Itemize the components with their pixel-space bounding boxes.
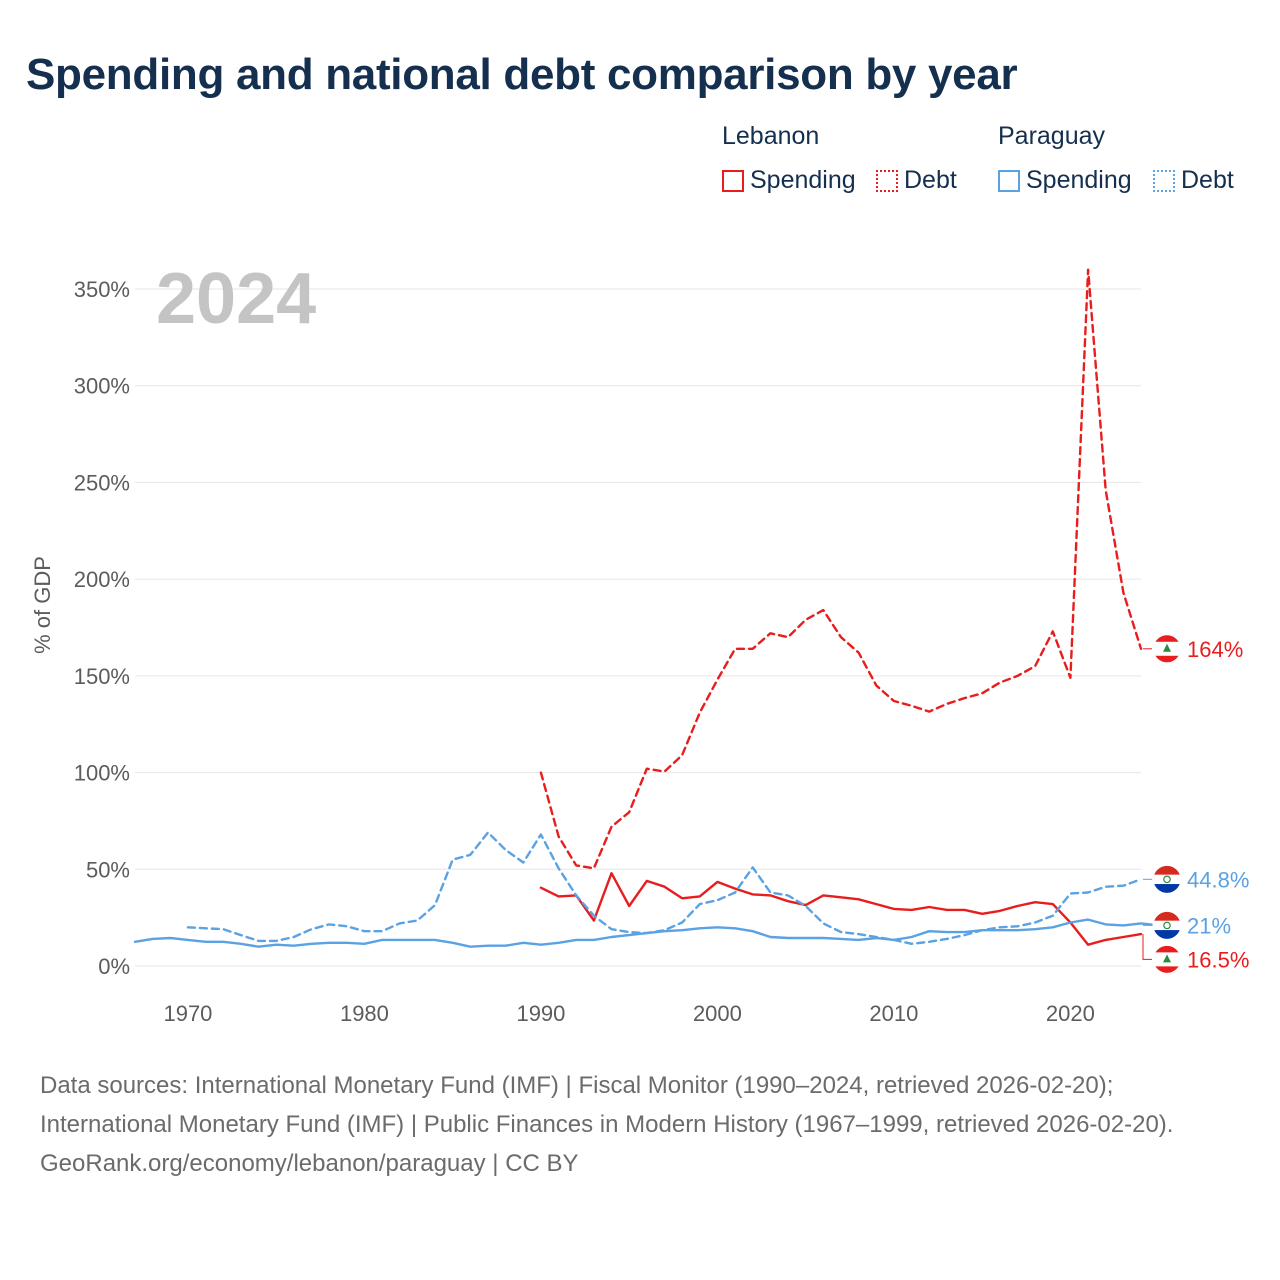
flag-blue-paraguay-debt	[1153, 884, 1181, 894]
flag-body-lebanon-debt	[1153, 634, 1181, 663]
legend-swatch-lebanon-spending	[722, 169, 744, 192]
end-connector-lebanon-spending	[1142, 934, 1152, 960]
flag-body-paraguay-spending	[1153, 911, 1181, 940]
legend-item-paraguay-debt[interactable]: Debt	[1153, 166, 1234, 195]
y-tick-label-100: 100%	[74, 761, 130, 786]
x-tick-label-2000: 2000	[693, 1001, 742, 1026]
line-chart: 0%50%100%150%200%250%300%350% 1970 1980 19…	[30, 259, 1249, 1026]
series-lines	[133, 268, 1160, 948]
y-axis-ticks: 0% 50% 100% 150% 200% 250% 300% 350%	[74, 277, 130, 979]
year-label: 2024	[156, 259, 316, 339]
legend-swatch-paraguay-debt	[1153, 169, 1175, 192]
flag-body-paraguay-debt	[1153, 865, 1181, 894]
x-tick-label-1980: 1980	[340, 1001, 389, 1026]
chart-title: Spending and national debt comparison by…	[26, 50, 1018, 99]
legend-group-paraguay: Paraguay	[998, 122, 1106, 150]
end-labels: 164% 44.8% 21% 16.5%	[1142, 634, 1249, 974]
legend-swatch-lebanon-debt	[876, 169, 898, 192]
flag-ring-lebanon-debt	[1152, 634, 1182, 664]
y-tick-label-350: 350%	[74, 277, 130, 302]
y-tick-label-150: 150%	[74, 664, 130, 689]
flag-icon-paraguay	[1152, 864, 1182, 894]
y-tick-label-50: 50%	[86, 857, 130, 882]
legend-item-lebanon-spending[interactable]: Spending	[722, 166, 856, 195]
legend-label-paraguay-debt: Debt	[1181, 166, 1234, 194]
x-tick-label-1990: 1990	[516, 1001, 565, 1026]
flag-red-top-lebanon-debt	[1153, 634, 1181, 642]
y-tick-label-200: 200%	[74, 567, 130, 592]
end-label-paraguay-debt: 44.8%	[1187, 867, 1249, 892]
flag-body-lebanon-spending	[1153, 945, 1181, 974]
end-label-lebanon-debt: 164%	[1187, 637, 1243, 662]
flag-emblem-paraguay-spending	[1163, 921, 1171, 930]
legend-label-lebanon-spending: Spending	[750, 166, 856, 194]
y-tick-label-250: 250%	[74, 470, 130, 495]
series-line-lebanon-spending	[539, 872, 1143, 946]
footer: Data sources: International Monetary Fun…	[40, 1066, 1240, 1183]
legend-swatch-paraguay-spending	[998, 169, 1020, 192]
credit-line[interactable]: GeoRank.org/economy/lebanon/paraguay | C…	[40, 1150, 579, 1177]
flag-blue-paraguay-spending	[1153, 930, 1181, 940]
flag-ring-lebanon-spending	[1152, 944, 1182, 974]
flag-ring-paraguay-spending	[1152, 910, 1182, 940]
y-tick-label-300: 300%	[74, 374, 130, 399]
y-tick-label-0: 0%	[98, 954, 130, 979]
legend-item-lebanon-debt[interactable]: Debt	[876, 166, 957, 195]
flag-cedar-lebanon-spending	[1163, 954, 1171, 963]
flag-red-paraguay-spending	[1153, 911, 1181, 921]
flag-red-bottom-lebanon-spending	[1153, 966, 1181, 974]
end-label-paraguay-spending: 21%	[1187, 913, 1231, 938]
x-tick-label-1970: 1970	[163, 1001, 212, 1026]
series-line-paraguay-debt	[186, 831, 1143, 945]
legend-label-paraguay-spending: Spending	[1026, 166, 1132, 194]
flag-cedar-lebanon-debt	[1163, 643, 1171, 652]
flag-red-paraguay-debt	[1153, 865, 1181, 875]
y-axis-title: % of GDP	[30, 556, 55, 654]
x-tick-label-2010: 2010	[869, 1001, 918, 1026]
flag-red-bottom-lebanon-debt	[1153, 655, 1181, 663]
x-axis-ticks: 1970 1980 1990 2000 2010 2020	[163, 1001, 1094, 1026]
legend-group-lebanon: Lebanon	[722, 122, 820, 150]
data-sources: Data sources: International Monetary Fun…	[40, 1072, 1174, 1138]
legend-label-lebanon-debt: Debt	[904, 166, 957, 194]
flag-ring-paraguay-debt	[1152, 864, 1182, 894]
flag-icon-lebanon	[1152, 944, 1182, 974]
flag-icon-lebanon	[1152, 634, 1182, 664]
grid-lines	[135, 288, 1141, 967]
series-line-lebanon-debt	[539, 268, 1143, 870]
legend-item-paraguay-spending[interactable]: Spending	[998, 166, 1132, 195]
flag-icon-paraguay	[1152, 910, 1182, 940]
flag-emblem-paraguay-debt	[1163, 875, 1171, 884]
flag-red-top-lebanon-spending	[1153, 945, 1181, 953]
x-tick-label-2020: 2020	[1046, 1001, 1095, 1026]
end-label-lebanon-spending: 16.5%	[1187, 947, 1249, 972]
